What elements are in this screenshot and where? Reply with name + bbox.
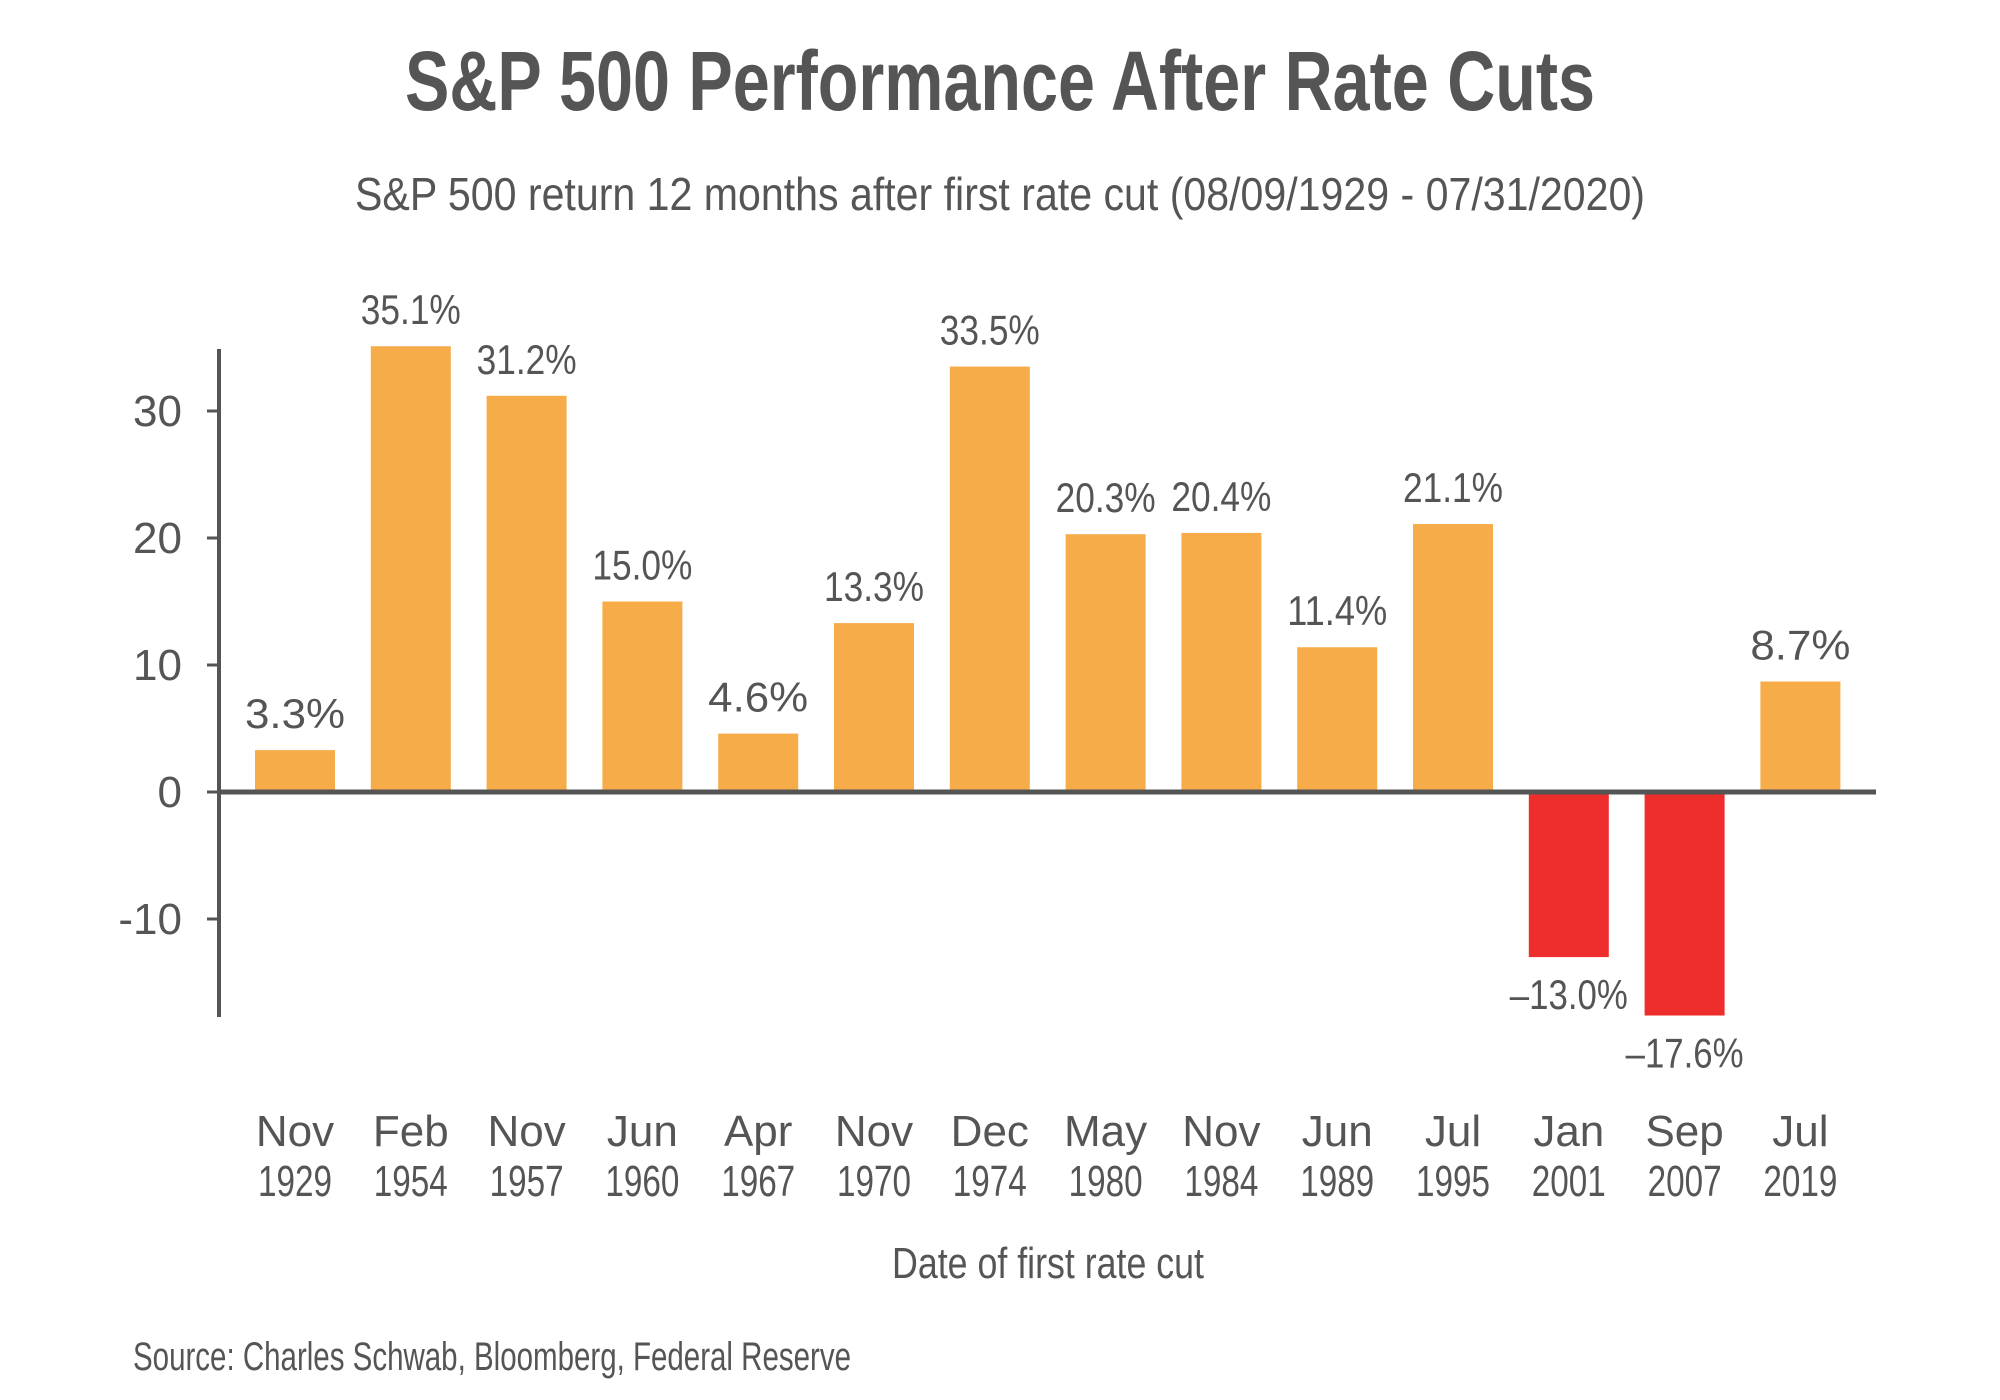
bar (1065, 534, 1146, 792)
y-tick-label: 0 (158, 768, 182, 817)
category-year: 1970 (837, 1157, 911, 1206)
category-month: May (1064, 1107, 1147, 1156)
category-year: 1980 (1069, 1157, 1143, 1206)
category-month: Jul (1425, 1107, 1481, 1156)
bar (1760, 681, 1841, 792)
category-month: Jun (1302, 1107, 1373, 1156)
chart-subtitle: S&P 500 return 12 months after first rat… (355, 168, 1645, 220)
category-month: Dec (951, 1107, 1029, 1156)
bar (1528, 792, 1609, 958)
y-tick-label: 30 (133, 387, 182, 436)
bar (1297, 647, 1378, 792)
category-month: Nov (1182, 1107, 1260, 1156)
category-year: 1929 (258, 1157, 332, 1206)
data-label: 21.1% (1403, 464, 1503, 511)
data-label: –17.6% (1626, 1030, 1744, 1077)
category-year: 1954 (374, 1157, 448, 1206)
category-year: 1984 (1184, 1157, 1258, 1206)
data-label: 13.3% (824, 563, 924, 610)
data-label: 20.4% (1171, 473, 1271, 520)
category-year: 1995 (1416, 1157, 1490, 1206)
data-label: 3.3% (245, 690, 345, 737)
bar (255, 750, 335, 792)
category-month: Nov (835, 1107, 913, 1156)
bar (602, 601, 683, 792)
x-axis-title: Date of first rate cut (892, 1239, 1204, 1288)
category-month: Nov (256, 1107, 334, 1156)
data-label: –13.0% (1510, 971, 1628, 1018)
category-year: 1974 (953, 1157, 1027, 1206)
bar (718, 733, 799, 792)
category-year: 1960 (605, 1157, 679, 1206)
category-month: Jun (607, 1107, 678, 1156)
y-tick-label: -10 (118, 895, 182, 944)
data-label: 8.7% (1750, 622, 1850, 669)
data-label: 15.0% (592, 542, 692, 589)
bar (1181, 532, 1262, 792)
category-year: 1967 (721, 1157, 795, 1206)
category-year: 2001 (1532, 1157, 1606, 1206)
data-label: 33.5% (940, 307, 1040, 354)
source-note: Source: Charles Schwab, Bloomberg, Feder… (133, 1335, 851, 1379)
bar (834, 623, 914, 792)
bar (949, 366, 1030, 792)
category-year: 1989 (1300, 1157, 1374, 1206)
category-year: 1957 (490, 1157, 564, 1206)
chart-title: S&P 500 Performance After Rate Cuts (405, 34, 1595, 128)
category-month: Apr (724, 1107, 792, 1156)
bar (370, 346, 451, 792)
y-tick-label: 20 (133, 514, 182, 563)
y-tick-label: 10 (133, 641, 182, 690)
data-label: 11.4% (1287, 587, 1387, 634)
category-month: Jan (1533, 1107, 1604, 1156)
data-label: 35.1% (361, 286, 461, 333)
category-month: Nov (487, 1107, 565, 1156)
category-month: Feb (373, 1107, 449, 1156)
bar (1644, 792, 1725, 1016)
category-month: Sep (1645, 1107, 1723, 1156)
data-label: 4.6% (708, 674, 808, 721)
bar (486, 395, 567, 792)
category-year: 2019 (1763, 1157, 1837, 1206)
bar (1413, 524, 1493, 792)
category-year: 2007 (1648, 1157, 1722, 1206)
data-label: 31.2% (477, 336, 577, 383)
category-month: Jul (1772, 1107, 1828, 1156)
data-label: 20.3% (1056, 474, 1156, 521)
